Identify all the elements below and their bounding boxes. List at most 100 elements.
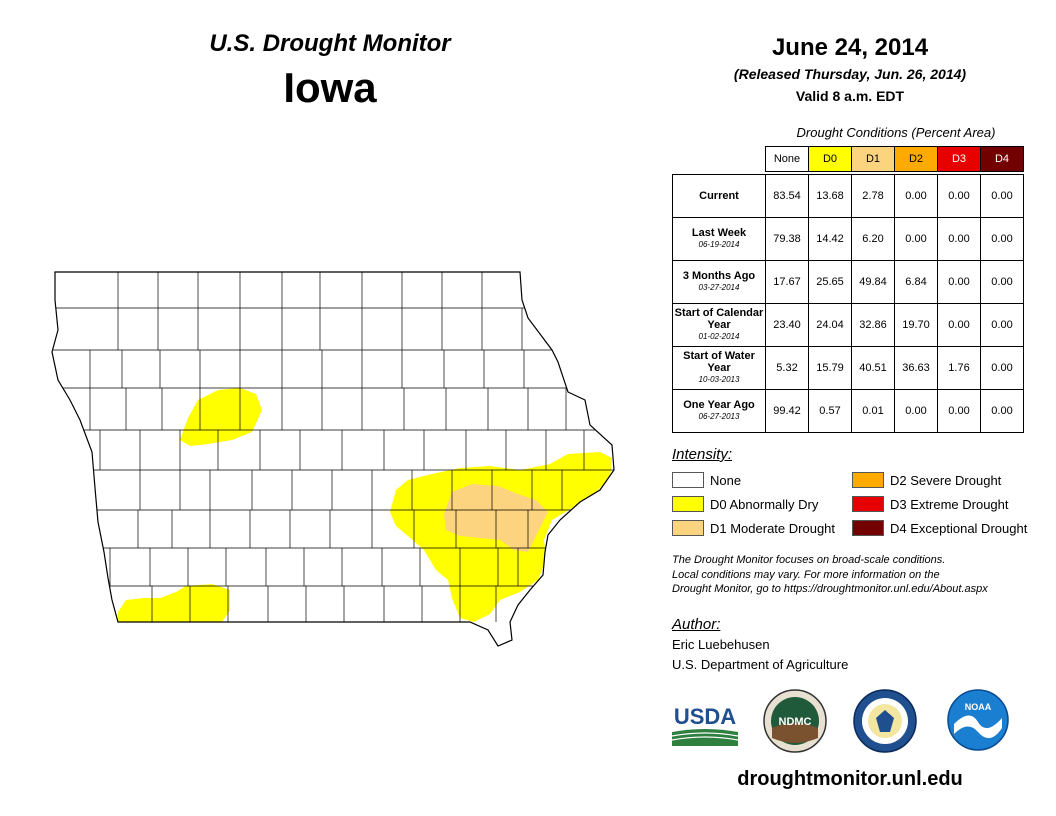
- cell-value: 15.79: [808, 346, 852, 390]
- noaa-logo-icon: NOAA: [947, 689, 1009, 751]
- note-line: Drought Monitor, go to https://droughtmo…: [672, 583, 988, 595]
- table-row: Current 83.54 13.68 2.78 0.00 0.00 0.00: [672, 174, 1024, 218]
- cell-value: 0.00: [980, 346, 1024, 390]
- note-line: The Drought Monitor focuses on broad-sca…: [672, 554, 946, 566]
- website-link[interactable]: droughtmonitor.unl.edu: [737, 768, 963, 790]
- legend-item-none: None: [672, 470, 741, 490]
- cell-value: 0.00: [980, 389, 1024, 433]
- cell-value: 0.00: [894, 217, 938, 261]
- row-label: Current: [672, 174, 766, 218]
- cell-value: 0.00: [937, 303, 981, 347]
- table-row: Start of Calendar Year 01-02-2014 23.40 2…: [672, 303, 1024, 347]
- cell-value: 0.00: [937, 389, 981, 433]
- author-name: Eric Luebehusen: [672, 637, 770, 652]
- cell-value: 19.70: [894, 303, 938, 347]
- map-title: U.S. Drought Monitor: [209, 30, 451, 57]
- row-label: One Year Ago 06-27-2013: [672, 389, 766, 433]
- cell-value: 13.68: [808, 174, 852, 218]
- iowa-map: [51, 271, 615, 647]
- cell-value: 0.01: [851, 389, 895, 433]
- cell-value: 25.65: [808, 260, 852, 304]
- state-name: Iowa: [283, 64, 377, 111]
- cell-value: 83.54: [765, 174, 809, 218]
- col-header-d1: D1: [851, 146, 895, 172]
- cell-value: 32.86: [851, 303, 895, 347]
- legend-swatch: [852, 520, 884, 536]
- release-date: (Released Thursday, Jun. 26, 2014): [733, 66, 967, 82]
- usda-logo-text: USDA: [674, 704, 736, 729]
- cell-value: 79.38: [765, 217, 809, 261]
- note-line: Local conditions may vary. For more info…: [672, 568, 940, 581]
- col-header-d2: D2: [894, 146, 938, 172]
- cell-value: 0.00: [894, 389, 938, 433]
- table-caption: Drought Conditions (Percent Area): [796, 125, 996, 140]
- cell-value: 36.63: [894, 346, 938, 390]
- legend-label: D4 Exceptional Drought: [890, 520, 1028, 536]
- row-label: 3 Months Ago 03-27-2014: [672, 260, 766, 304]
- ndmc-logo-icon: NDMC: [763, 689, 827, 753]
- legend-label: None: [710, 472, 742, 488]
- author-title: Author:: [672, 616, 721, 633]
- d0-area-southwest: [118, 584, 230, 622]
- cell-value: 40.51: [851, 346, 895, 390]
- row-label: Last Week 06-19-2014: [672, 217, 766, 261]
- row-label: Start of Calendar Year 01-02-2014: [672, 303, 766, 347]
- legend-title: Intensity:: [672, 446, 733, 463]
- col-header-d0: D0: [808, 146, 852, 172]
- disclaimer-note: The Drought Monitor focuses on broad-sca…: [672, 553, 1032, 597]
- drought-areas: [118, 388, 612, 622]
- legend-label: D2 Severe Drought: [890, 472, 1002, 488]
- legend-item-d4: D4 Exceptional Drought: [852, 518, 1027, 538]
- cell-value: 17.67: [765, 260, 809, 304]
- cell-value: 0.00: [980, 303, 1024, 347]
- table-row: 3 Months Ago 03-27-2014 17.67 25.65 49.84…: [672, 260, 1024, 304]
- table-row: One Year Ago 06-27-2013 99.42 0.57 0.01 0…: [672, 389, 1024, 433]
- col-header-d4: D4: [980, 146, 1024, 172]
- iowa-outline: [51, 271, 615, 647]
- legend-label: D1 Moderate Drought: [710, 520, 836, 536]
- legend-swatch: [852, 496, 884, 512]
- legend-swatch: [672, 520, 704, 536]
- cell-value: 0.57: [808, 389, 852, 433]
- cell-value: 6.20: [851, 217, 895, 261]
- valid-time: Valid 8 a.m. EDT: [795, 88, 905, 104]
- table-corner: [673, 147, 766, 172]
- cell-value: 6.84: [894, 260, 938, 304]
- legend-item-d0: D0 Abnormally Dry: [672, 494, 818, 514]
- row-label: Start of Water Year 10-03-2013: [672, 346, 766, 390]
- cell-value: 0.00: [937, 260, 981, 304]
- legend-item-d1: D1 Moderate Drought: [672, 518, 835, 538]
- cell-value: 14.42: [808, 217, 852, 261]
- county-lines: [52, 272, 614, 622]
- table-header-row: None D0 D1 D2 D3 D4: [673, 146, 1024, 172]
- cell-value: 2.78: [851, 174, 895, 218]
- legend-item-d3: D3 Extreme Drought: [852, 494, 1009, 514]
- legend-label: D0 Abnormally Dry: [710, 496, 819, 512]
- map-date: June 24, 2014: [771, 34, 929, 61]
- table-row: Start of Water Year 10-03-2013 5.32 15.79…: [672, 346, 1024, 390]
- table-row: Last Week 06-19-2014 79.38 14.42 6.20 0.0…: [672, 217, 1024, 261]
- cell-value: 0.00: [937, 217, 981, 261]
- commerce-seal-icon: [853, 689, 917, 753]
- cell-value: 23.40: [765, 303, 809, 347]
- legend-swatch: [672, 472, 704, 488]
- cell-value: 0.00: [894, 174, 938, 218]
- col-header-none: None: [765, 146, 809, 172]
- legend-item-d2: D2 Severe Drought: [852, 470, 1001, 490]
- ndmc-logo-text: NDMC: [779, 716, 812, 728]
- cell-value: 0.00: [937, 174, 981, 218]
- cell-value: 99.42: [765, 389, 809, 433]
- d0-area-northwest: [180, 388, 262, 446]
- legend-swatch: [672, 496, 704, 512]
- drought-conditions-table: None D0 D1 D2 D3 D4 Current 83.54 13.68 …: [672, 146, 1024, 433]
- cell-value: 5.32: [765, 346, 809, 390]
- author-org: U.S. Department of Agriculture: [672, 657, 849, 672]
- cell-value: 24.04: [808, 303, 852, 347]
- cell-value: 0.00: [980, 217, 1024, 261]
- noaa-logo-text: NOAA: [965, 702, 992, 712]
- table-body: Current 83.54 13.68 2.78 0.00 0.00 0.00 …: [672, 174, 1024, 433]
- usda-logo-icon: USDA: [671, 704, 739, 746]
- col-header-d3: D3: [937, 146, 981, 172]
- cell-value: 1.76: [937, 346, 981, 390]
- legend-swatch: [852, 472, 884, 488]
